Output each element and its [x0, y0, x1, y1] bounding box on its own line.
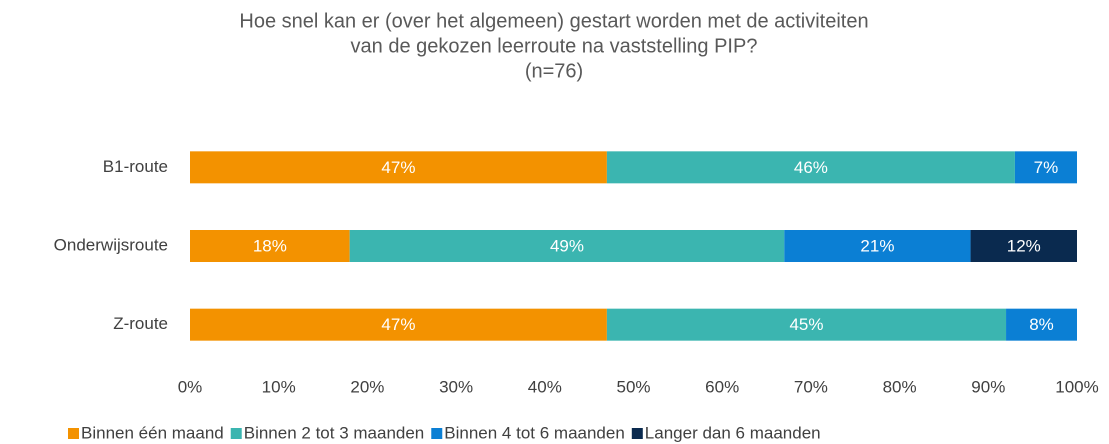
x-tick-label: 80% [883, 377, 917, 396]
data-label: 47% [381, 315, 415, 334]
data-label: 18% [253, 236, 287, 255]
y-tick-label: Z-route [113, 314, 168, 333]
x-tick-label: 40% [528, 377, 562, 396]
bar-segment [190, 308, 607, 341]
legend-swatch [68, 428, 79, 439]
x-tick-label: 0% [178, 377, 203, 396]
x-tick-label: 70% [794, 377, 828, 396]
bar-segment [784, 230, 971, 262]
data-label: 21% [860, 236, 894, 255]
chart-title: van de gekozen leerroute na vaststelling… [351, 35, 758, 57]
data-label: 45% [789, 315, 823, 334]
data-label: 49% [550, 236, 584, 255]
bar-segment [190, 151, 607, 184]
x-tick-label: 20% [350, 377, 384, 396]
bar-segment [1006, 308, 1077, 341]
x-tick-label: 10% [262, 377, 296, 396]
legend-label: Binnen één maand [81, 423, 224, 442]
legend-label: Langer dan 6 maanden [645, 423, 821, 442]
bar-segment [970, 230, 1077, 262]
chart-subtitle: (n=76) [525, 60, 583, 82]
legend-swatch [431, 428, 443, 439]
bar-segment [606, 151, 1015, 184]
x-tick-label: 90% [971, 377, 1005, 396]
bar-segment [349, 230, 785, 262]
y-tick-label: B1-route [103, 157, 168, 176]
x-tick-label: 60% [705, 377, 739, 396]
legend-swatch [230, 428, 242, 439]
legend-label: Binnen 2 tot 3 maanden [244, 423, 425, 442]
x-tick-label: 100% [1055, 377, 1098, 396]
chart-title: Hoe snel kan er (over het algemeen) gest… [239, 10, 868, 32]
data-label: 8% [1029, 315, 1054, 334]
bar-segment [606, 308, 1007, 341]
x-tick-label: 30% [439, 377, 473, 396]
data-label: 47% [381, 158, 415, 177]
data-label: 12% [1007, 236, 1041, 255]
bar-segment [190, 230, 350, 262]
data-label: 46% [794, 158, 828, 177]
x-tick-label: 50% [616, 377, 650, 396]
legend-label: Binnen 4 tot 6 maanden [444, 423, 625, 442]
y-tick-label: Onderwijsroute [54, 235, 168, 254]
bar-segment [1014, 151, 1077, 184]
data-label: 7% [1034, 158, 1059, 177]
legend-swatch [631, 428, 643, 439]
